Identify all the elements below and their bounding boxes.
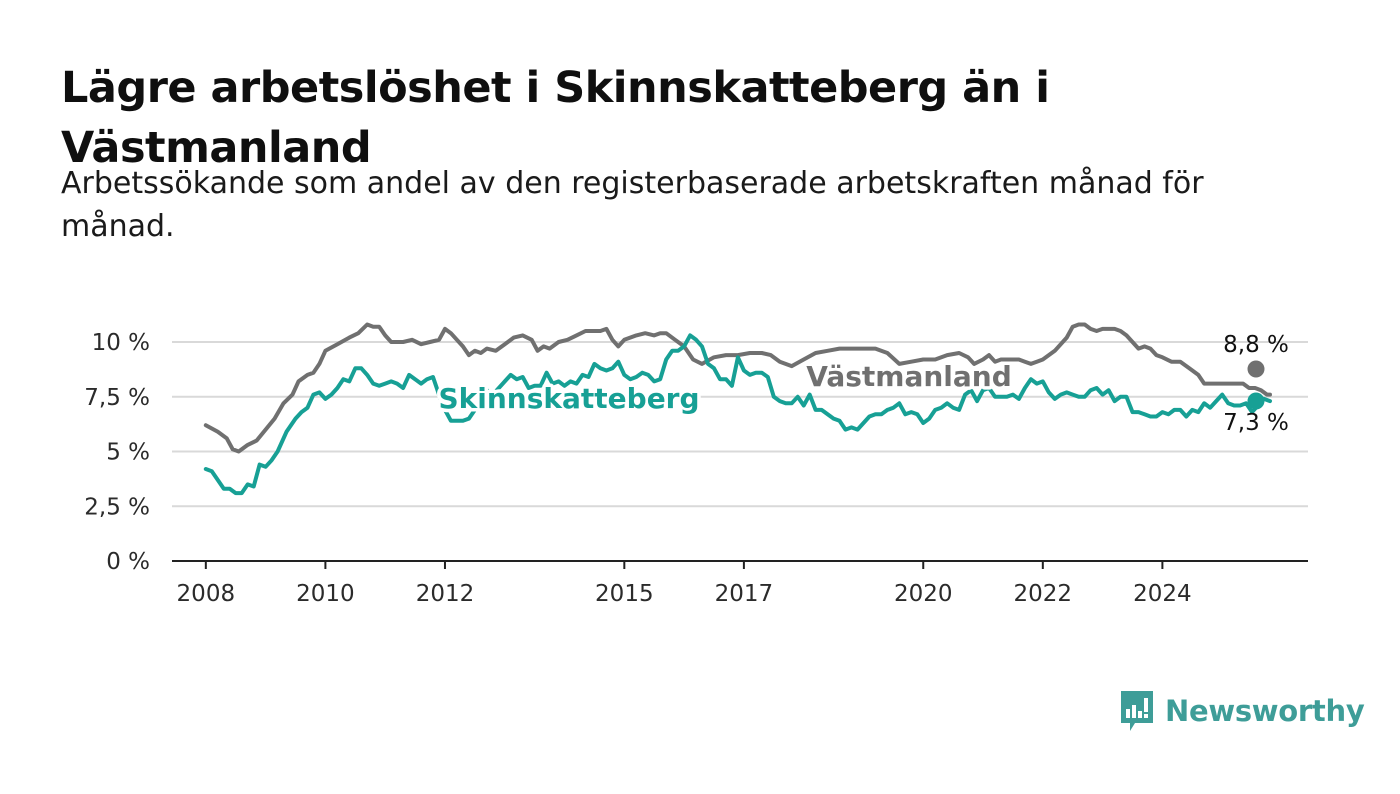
series-line-skinnskatteberg <box>203 333 1272 496</box>
x-tick-label: 2015 <box>595 581 654 607</box>
chart-subtitle: Arbetssökande som andel av den registerb… <box>61 166 1204 244</box>
x-axis: 2008 2010 2012 2015 2017 2020 2022 2024 <box>172 560 1308 607</box>
y-tick-label: 2,5 % <box>84 494 150 520</box>
y-tick-label: 10 % <box>92 330 150 356</box>
end-label-vastmanland: 8,8 % <box>1223 332 1289 358</box>
x-tick-label: 2017 <box>715 581 774 607</box>
chart-title: Lägre arbetslöshet i Skinnskatteberg än … <box>61 63 1050 173</box>
y-tick-label: 0 % <box>106 549 150 575</box>
x-tick-label: 2024 <box>1133 581 1192 607</box>
end-label-skinnskatteberg: 7,3 % <box>1223 410 1289 436</box>
x-tick-label: 2010 <box>296 581 355 607</box>
x-tick-label: 2020 <box>894 581 953 607</box>
x-tick-label: 2022 <box>1014 581 1073 607</box>
x-tick-label: 2008 <box>177 581 236 607</box>
newsworthy-logo: Newsworthy <box>1119 689 1365 733</box>
newsworthy-logo-icon <box>1121 691 1153 731</box>
endpoint-skinnskatteberg <box>1247 392 1265 410</box>
y-axis: 0 % 2,5 % 5 % 7,5 % 10 % <box>84 330 150 575</box>
series-label-vastmanland: Västmanland <box>806 360 1012 393</box>
series-lines <box>203 322 1272 496</box>
endpoint-vastmanland <box>1247 360 1265 378</box>
y-tick-label: 5 % <box>106 440 150 466</box>
series-labels: 8,8 % 7,3 % Västmanland Skinnskatteberg <box>435 332 1289 436</box>
newsworthy-logo-text: Newsworthy <box>1165 694 1365 728</box>
y-tick-label: 7,5 % <box>84 385 150 411</box>
x-tick-label: 2012 <box>416 581 475 607</box>
series-line-västmanland <box>203 322 1272 454</box>
series-label-skinnskatteberg: Skinnskatteberg <box>438 382 699 415</box>
